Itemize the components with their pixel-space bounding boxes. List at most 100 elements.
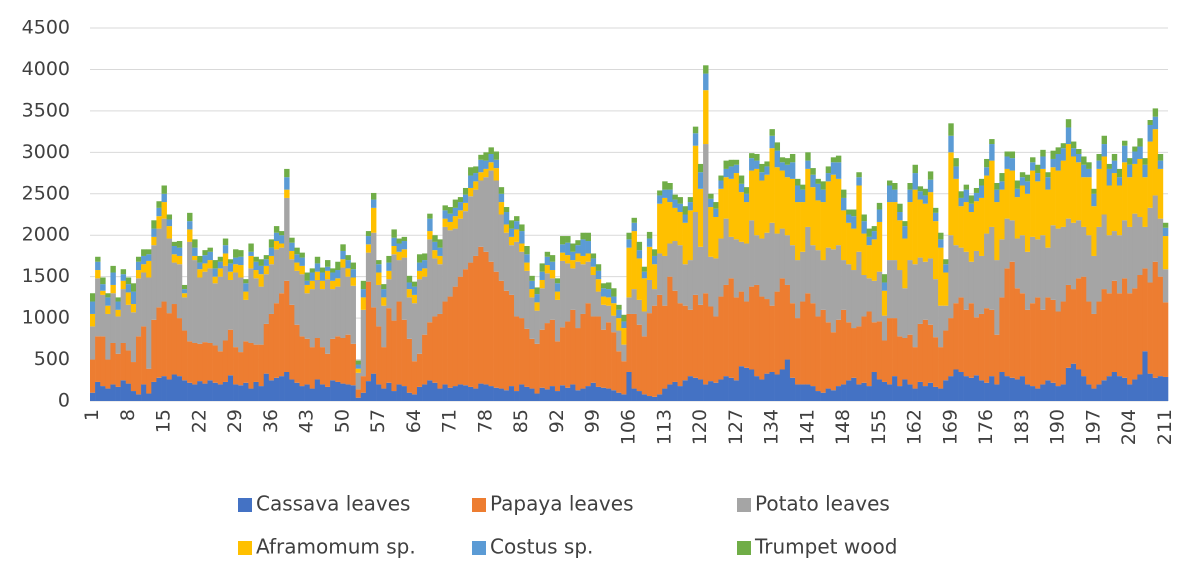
bar-segment — [554, 391, 561, 401]
bar-segment — [963, 189, 970, 203]
bar-segment — [575, 245, 581, 254]
bar-segment — [304, 272, 310, 281]
bar-segment — [406, 338, 413, 393]
bar-segment — [830, 390, 837, 401]
bar-segment — [1076, 220, 1082, 279]
bar-segment — [769, 135, 775, 149]
bar-segment — [570, 243, 576, 252]
bar-segment — [779, 162, 786, 171]
bar-segment — [125, 304, 132, 351]
bar-segment — [473, 181, 479, 190]
legend-swatch — [238, 498, 252, 512]
bar-segment — [769, 222, 775, 306]
bar-segment — [534, 287, 540, 295]
bar-segment — [835, 155, 842, 163]
legend-label: Papaya leaves — [490, 492, 634, 516]
bar-segment — [769, 371, 775, 401]
bar-segment — [1101, 156, 1107, 215]
bar-segment — [779, 369, 786, 401]
bar-segment — [682, 206, 689, 215]
bar-segment — [989, 139, 995, 145]
bar-segment — [1162, 302, 1169, 377]
bar-segment — [289, 259, 295, 305]
bar-segment — [958, 197, 964, 207]
bar-segment — [263, 373, 270, 401]
bar-segment — [963, 376, 970, 401]
bar-segment — [427, 239, 433, 323]
bar-segment — [749, 369, 755, 401]
bar-segment — [631, 313, 637, 389]
bar-segment — [815, 183, 821, 201]
bar-segment — [207, 247, 213, 252]
bar-segment — [411, 286, 418, 295]
bar-segment — [703, 384, 709, 401]
bar-segment — [207, 380, 213, 401]
bar-segment — [360, 289, 367, 298]
bar-segment — [657, 203, 663, 254]
bar-segment — [381, 347, 387, 389]
bar-segment — [396, 301, 402, 385]
bar-segment — [1132, 146, 1138, 152]
bar-segment — [927, 258, 934, 325]
bar-segment — [120, 280, 127, 290]
bar-segment — [135, 394, 142, 401]
bar-segment — [887, 384, 893, 401]
bar-segment — [539, 387, 546, 401]
bar-segment — [268, 247, 275, 256]
bar-segment — [580, 232, 586, 240]
bar-segment — [585, 253, 591, 262]
y-tick-label: 2000 — [22, 224, 70, 246]
bar-segment — [922, 261, 929, 320]
bar-segment — [820, 189, 826, 203]
bar-segment — [851, 270, 857, 329]
bar-segment — [197, 262, 203, 270]
bar-segment — [795, 202, 801, 261]
bar-segment — [330, 280, 336, 290]
bar-segment — [631, 289, 637, 314]
bar-segment — [314, 279, 321, 339]
bar-segment — [825, 173, 832, 182]
bar-segment — [1045, 247, 1051, 298]
bar-segment — [646, 279, 653, 314]
bar-segment — [549, 255, 556, 262]
bar-segment — [222, 253, 229, 266]
bar-segment — [968, 203, 975, 213]
bar-segment — [554, 341, 561, 392]
bar-segment — [1065, 127, 1072, 145]
bar-segment — [963, 184, 970, 190]
bar-segment — [738, 366, 745, 401]
bar-segment — [927, 171, 934, 180]
bar-segment — [585, 386, 591, 401]
bar-segment — [881, 274, 888, 283]
legend-swatch — [472, 498, 486, 512]
bar-segment — [754, 168, 760, 236]
bar-segment — [105, 359, 111, 389]
bar-segment — [340, 383, 346, 401]
bar-segment — [606, 289, 612, 298]
bar-segment — [498, 388, 505, 401]
bar-segment — [759, 180, 765, 239]
bar-segment — [534, 310, 540, 344]
bar-segment — [1060, 160, 1067, 227]
bar-segment — [1081, 177, 1087, 227]
bar-segment — [524, 245, 530, 255]
bar-segment — [657, 190, 663, 196]
bar-segment — [161, 218, 167, 302]
bar-segment — [304, 284, 310, 294]
bar-segment — [708, 381, 714, 401]
bar-segment — [105, 293, 111, 298]
bar-segment — [636, 391, 643, 401]
bar-segment — [212, 268, 219, 277]
bar-segment — [917, 199, 924, 258]
bar-segment — [238, 277, 244, 353]
bar-segment — [805, 160, 811, 169]
bar-segment — [595, 316, 602, 387]
bar-segment — [687, 197, 694, 203]
bar-segment — [1096, 301, 1102, 385]
bar-segment — [902, 288, 908, 339]
bar-segment — [1132, 213, 1138, 289]
bar-segment — [718, 379, 724, 401]
bar-segment — [222, 381, 229, 401]
bar-segment — [529, 297, 535, 339]
bar-segment — [1106, 293, 1113, 377]
